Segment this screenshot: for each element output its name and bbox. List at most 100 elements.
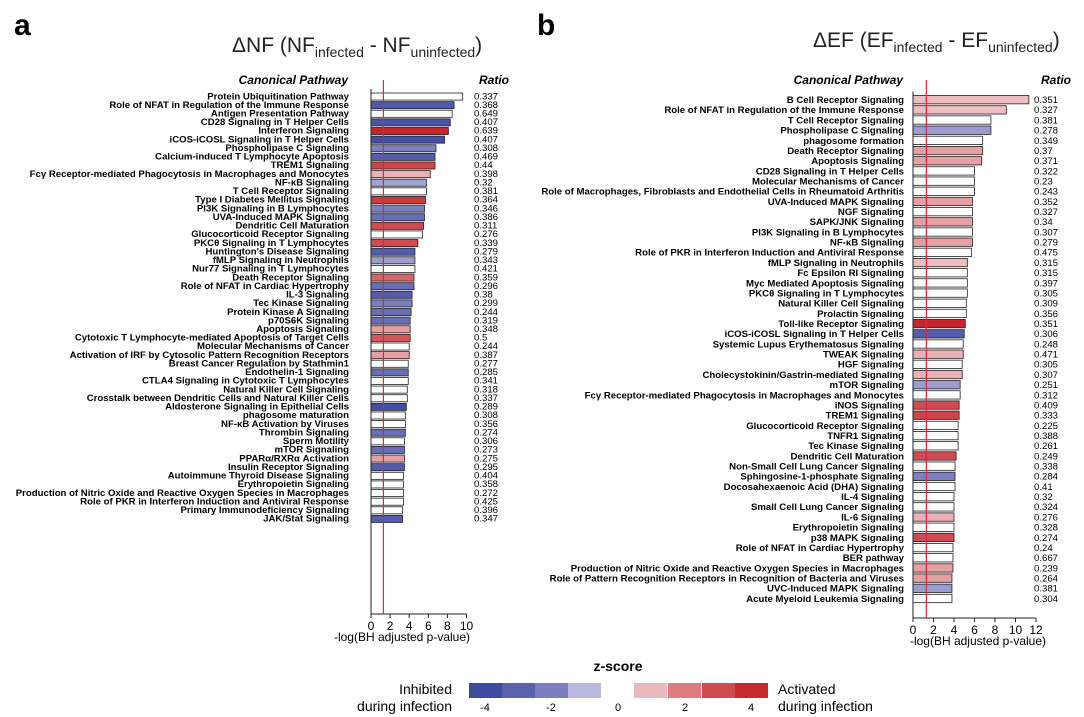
- panel-b-ratio-value: 0.279: [1034, 238, 1058, 249]
- panel-a-bar: [370, 411, 406, 420]
- panel-b-bar: [912, 400, 960, 410]
- panel-b-row-label: IL-4 Signaling: [841, 492, 904, 503]
- panel-a-row-label: Crosstalk between Dendritic Cells and Na…: [87, 393, 349, 404]
- panel-a-bar: [370, 204, 425, 213]
- panel-a-ratio-value: 0.311: [474, 221, 497, 232]
- panel-b-row-label: phagosome formation: [803, 136, 904, 147]
- panel-a-bar: [370, 316, 411, 325]
- panel-a-bar: [370, 325, 411, 334]
- panel-a-bar: [370, 333, 411, 342]
- panel-b-bar: [912, 156, 983, 166]
- panel-b-ratio-value: 0.381: [1034, 584, 1058, 595]
- panel-b-row-label: NGF Signaling: [838, 207, 904, 218]
- panel-letter-b: b: [537, 9, 555, 42]
- panel-a-ratio-value: 0.279: [474, 246, 498, 257]
- panel-b-row-label: PI3K Signaling in B Lymphocytes: [752, 227, 904, 238]
- panel-b-ratio-value: 0.305: [1034, 360, 1058, 371]
- panel-a-row-label: TREM1 Signaling: [271, 160, 349, 171]
- panel-b-row-label: Phospholipase C Signaling: [780, 126, 904, 137]
- panel-a-bar: [370, 454, 405, 463]
- panel-b-ratio-value: 0.307: [1034, 370, 1058, 381]
- panel-b-row-label: TREM1 Signaling: [826, 411, 904, 422]
- panel-b-ratio-value: 0.274: [1034, 533, 1059, 544]
- panel-a-row-label: Production of Nitric Oxide and Reactive …: [16, 488, 349, 499]
- panel-a-bar: [370, 308, 412, 316]
- panel-b-bar: [912, 481, 956, 492]
- panel-a-row-label: p70S6K Signaling: [268, 315, 349, 326]
- panel-b-bar: [912, 431, 959, 441]
- panel-a-x-tick-label: 0: [368, 619, 375, 633]
- panel-a-ratio-value: 0.398: [474, 169, 498, 180]
- legend-swatch: [702, 683, 735, 698]
- panel-b-bar: [912, 145, 984, 156]
- panel-a-row-label: IL-3 Signaling: [286, 290, 349, 301]
- panel-b-bar: [912, 247, 972, 257]
- panel-a-ratio-value: 0.44: [474, 160, 493, 171]
- panel-a-ratio-value: 0.274: [474, 427, 499, 438]
- panel-a-title: ΔNF (NFinfected - NFuninfected): [232, 34, 482, 60]
- panel-b-x-tick-label: 2: [930, 623, 937, 637]
- panel-b-row-label: TNFR1 Signaling: [827, 431, 904, 442]
- panel-a-ratio-value: 0.404: [474, 471, 499, 482]
- panel-b-row-label: T Cell Receptor Signaling: [788, 115, 904, 126]
- panel-a-ratio-value: 0.285: [474, 367, 498, 378]
- panel-a-ratio-value: 0.32: [474, 177, 493, 188]
- panel-b-ratio-value: 0.304: [1034, 594, 1059, 605]
- panel-b-bar: [912, 339, 964, 349]
- panel-b-x-tick-label: 4: [951, 623, 958, 637]
- panel-a-row-label: Antigen Presentation Pathway: [211, 109, 350, 120]
- panel-b-row-label: IL-6 Signaling: [841, 512, 904, 523]
- panel-b-bar: [912, 329, 965, 339]
- panel-b-row-label: UVA-Induced MAPK Signaling: [768, 197, 904, 208]
- panel-a-row-label: Phospholipase C Signaling: [225, 143, 349, 154]
- panel-b-row-label: Production of Nitric Oxide and Reactive …: [571, 563, 904, 574]
- panel-a-ratio-value: 0.339: [474, 238, 498, 249]
- panel-a-bar: [370, 196, 426, 204]
- panel-b-bar: [912, 186, 975, 196]
- panel-b-bar: [912, 471, 956, 481]
- panel-b-row-label: BER pathway: [843, 553, 905, 564]
- panel-a-row-label: Calcium-induced T Lymphocyte Apoptosis: [155, 152, 349, 163]
- panel-b-row-label: Prolactin Signaling: [817, 309, 904, 320]
- panel-b-ratio-value: 0.352: [1034, 197, 1058, 208]
- panel-a-ratio-value: 0.425: [474, 496, 498, 507]
- panel-a-row-label: PPARα/RXRα Activation: [239, 453, 349, 464]
- panel-b-row-label: Role of Pattern Recognition Receptors in…: [550, 574, 904, 585]
- panel-a-row-label: Cytotoxic T Lymphocyte-mediated Apoptosi…: [75, 333, 349, 344]
- panel-a-xlabel: -log(BH adjusted p-value): [334, 630, 470, 644]
- panel-a-bar: [370, 471, 404, 480]
- panel-a-row-label: Dendritic Cell Maturation: [235, 221, 349, 232]
- legend-tick-label: 2: [682, 702, 688, 714]
- panel-b-row-label: CD28 Signaling in T Helper Cells: [756, 166, 904, 177]
- panel-a-bar: [370, 264, 416, 273]
- panel-a-bar: [370, 127, 449, 135]
- panel-a-ratio-value: 0.407: [474, 134, 498, 145]
- panel-a-bar: [370, 359, 409, 368]
- panel-b-ratio-value: 0.381: [1034, 115, 1058, 126]
- panel-b-bar: [912, 502, 955, 512]
- panel-b-ratio-value: 0.276: [1034, 512, 1058, 523]
- panel-a-ratio-value: 0.396: [474, 505, 498, 516]
- panel-a-row-label: CD28 Signaling in T Helper Cells: [201, 117, 349, 128]
- panel-b-bar: [912, 512, 955, 522]
- panel-a-ratio-value: 0.407: [474, 117, 498, 128]
- panel-b-ratio-value: 0.24: [1034, 543, 1053, 554]
- panel-a-bar: [370, 152, 436, 161]
- panel-b-row-label: Role of NFAT in Regulation of the Immune…: [664, 105, 904, 116]
- panel-a-bar: [370, 213, 425, 222]
- panel-a-bar: [370, 351, 410, 360]
- panel-b-row-label: Fc Epsilon RI Signaling: [797, 268, 904, 279]
- panel-b-bar: [912, 237, 973, 247]
- panel-b-row-label: Role of Macrophages, Fibroblasts and End…: [541, 187, 904, 198]
- panel-b-row-label: Sphingosine-1-phosphate Signaling: [740, 472, 904, 483]
- panel-b-bar: [912, 125, 992, 135]
- panel-b-ratio-value: 0.328: [1034, 523, 1058, 534]
- panel-b-bar: [912, 583, 953, 593]
- panel-a-row-header: Canonical Pathway: [239, 73, 350, 87]
- panel-b-ratio-value: 0.475: [1034, 248, 1058, 259]
- panel-a-row-label: Natural Killer Cell Signaling: [223, 384, 349, 395]
- panel-a-row-label: Protein Kinase A Signaling: [227, 307, 349, 318]
- panel-a-ratio-value: 0.343: [474, 255, 498, 266]
- panel-b-ratio-value: 0.315: [1034, 258, 1058, 269]
